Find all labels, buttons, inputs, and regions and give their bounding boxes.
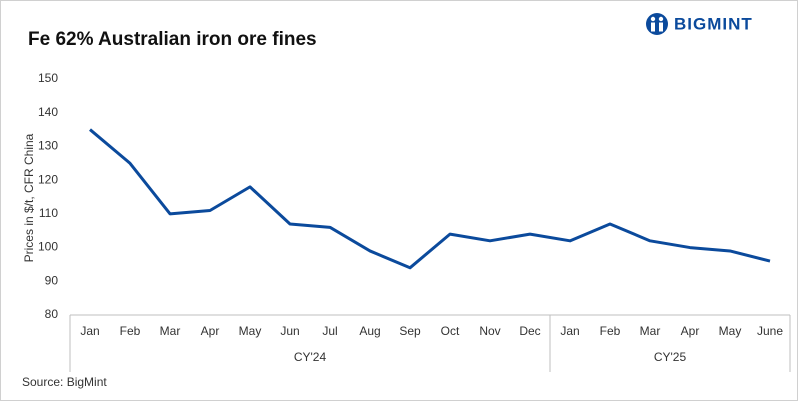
x-tick-label: Nov [479,324,500,338]
group-label: CY'25 [654,350,687,364]
y-tick-label: 130 [38,139,58,153]
x-tick-label: May [719,324,742,338]
x-tick-label: Jul [322,324,337,338]
x-tick-label: May [239,324,262,338]
x-tick-label: Feb [600,324,621,338]
x-tick-label: Mar [160,324,181,338]
y-tick-label: 140 [38,105,58,119]
line-series [89,128,771,270]
y-axis-label: Prices in $/t, CFR China [22,133,36,262]
x-tick-label: Sep [399,324,421,338]
x-tick-label: Apr [201,324,220,338]
x-tick-label: Feb [120,324,141,338]
logo-text: BIGMINT [674,14,753,33]
y-tick-label: 80 [45,307,59,321]
x-tick-label: Jan [560,324,579,338]
logo-icon [646,13,668,35]
chart-title: Fe 62% Australian iron ore fines [28,29,317,50]
y-tick-label: 90 [45,273,59,287]
x-tick-label: Dec [519,324,540,338]
x-tick-label: Apr [681,324,700,338]
x-tick-label: Oct [441,324,460,338]
source: Source: BigMint [22,375,107,389]
group-label: CY'24 [294,350,327,364]
x-tick-label: Jan [80,324,99,338]
x-tick-label: Jun [280,324,299,338]
x-tick-label: Mar [640,324,661,338]
y-tick-label: 120 [38,172,58,186]
y-tick-label: 110 [39,206,58,220]
x-tick-label: June [757,324,783,338]
y-tick-label: 150 [38,71,58,85]
y-tick-label: 100 [38,240,58,254]
x-tick-label: Aug [359,324,380,338]
